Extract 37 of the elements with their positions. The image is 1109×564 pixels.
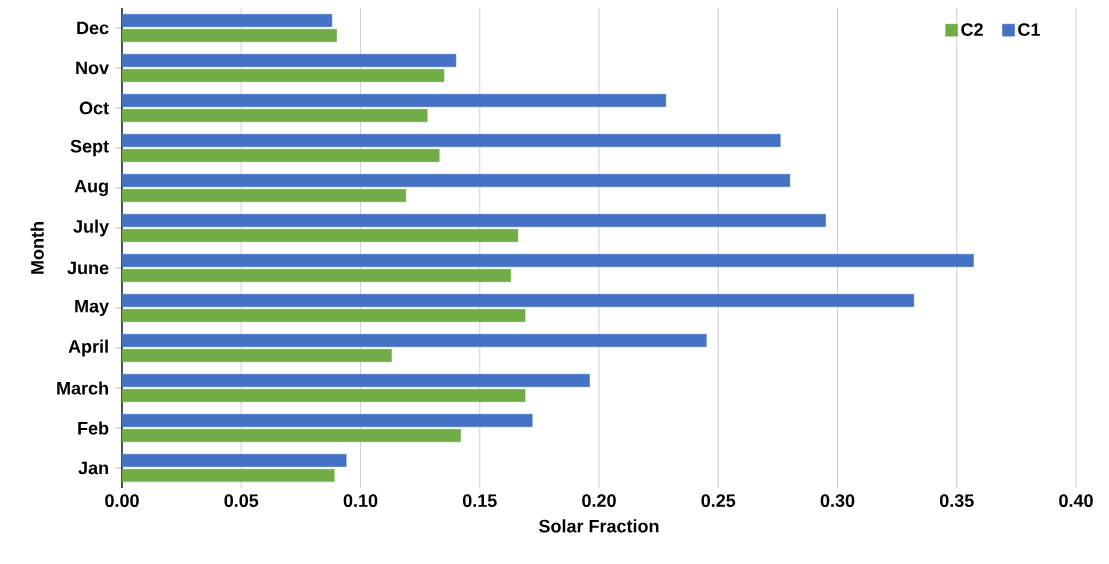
bar [122, 374, 590, 387]
x-tick-label: 0.15 [462, 494, 497, 507]
y-axis-title: Month [30, 222, 44, 274]
y-tick-label: June [67, 261, 109, 275]
bar [122, 133, 781, 147]
bar [122, 253, 974, 267]
y-tick-label: Oct [79, 101, 109, 115]
y-tick-label: Aug [74, 179, 108, 197]
x-tick-label: 0.25 [701, 494, 736, 507]
bar [122, 213, 826, 227]
y-tick-label: Dec [77, 21, 109, 35]
y-tick-label: April [68, 339, 108, 357]
x-tick-label: 0.05 [224, 494, 259, 507]
legend-label: C1 [1018, 23, 1040, 36]
x-tick-label: 0.40 [1059, 494, 1093, 507]
y-tick-label: Nov [76, 61, 109, 75]
y-tick-label: March [57, 381, 108, 395]
bar [122, 453, 347, 467]
legend-label: C2 [961, 23, 983, 36]
bar [122, 294, 915, 307]
x-tick-label: 0.30 [820, 494, 855, 508]
y-tick-label: Jan [78, 461, 108, 475]
x-tick-label: 0.10 [343, 494, 378, 507]
y-tick-label: July [73, 219, 109, 237]
x-axis-title: Solar Fraction [539, 519, 659, 533]
bar [122, 13, 333, 27]
y-tick-label: May [75, 299, 109, 317]
bar [122, 93, 667, 107]
bar [122, 53, 457, 67]
x-tick-label: 0.00 [105, 494, 139, 507]
y-tick-label: Feb [78, 421, 109, 435]
x-tick-label: 0.35 [939, 494, 974, 508]
bar [122, 174, 791, 187]
bar [122, 333, 707, 347]
bar [122, 414, 533, 427]
y-tick-label: Sept [70, 139, 109, 157]
x-tick-label: 0.20 [582, 494, 616, 507]
